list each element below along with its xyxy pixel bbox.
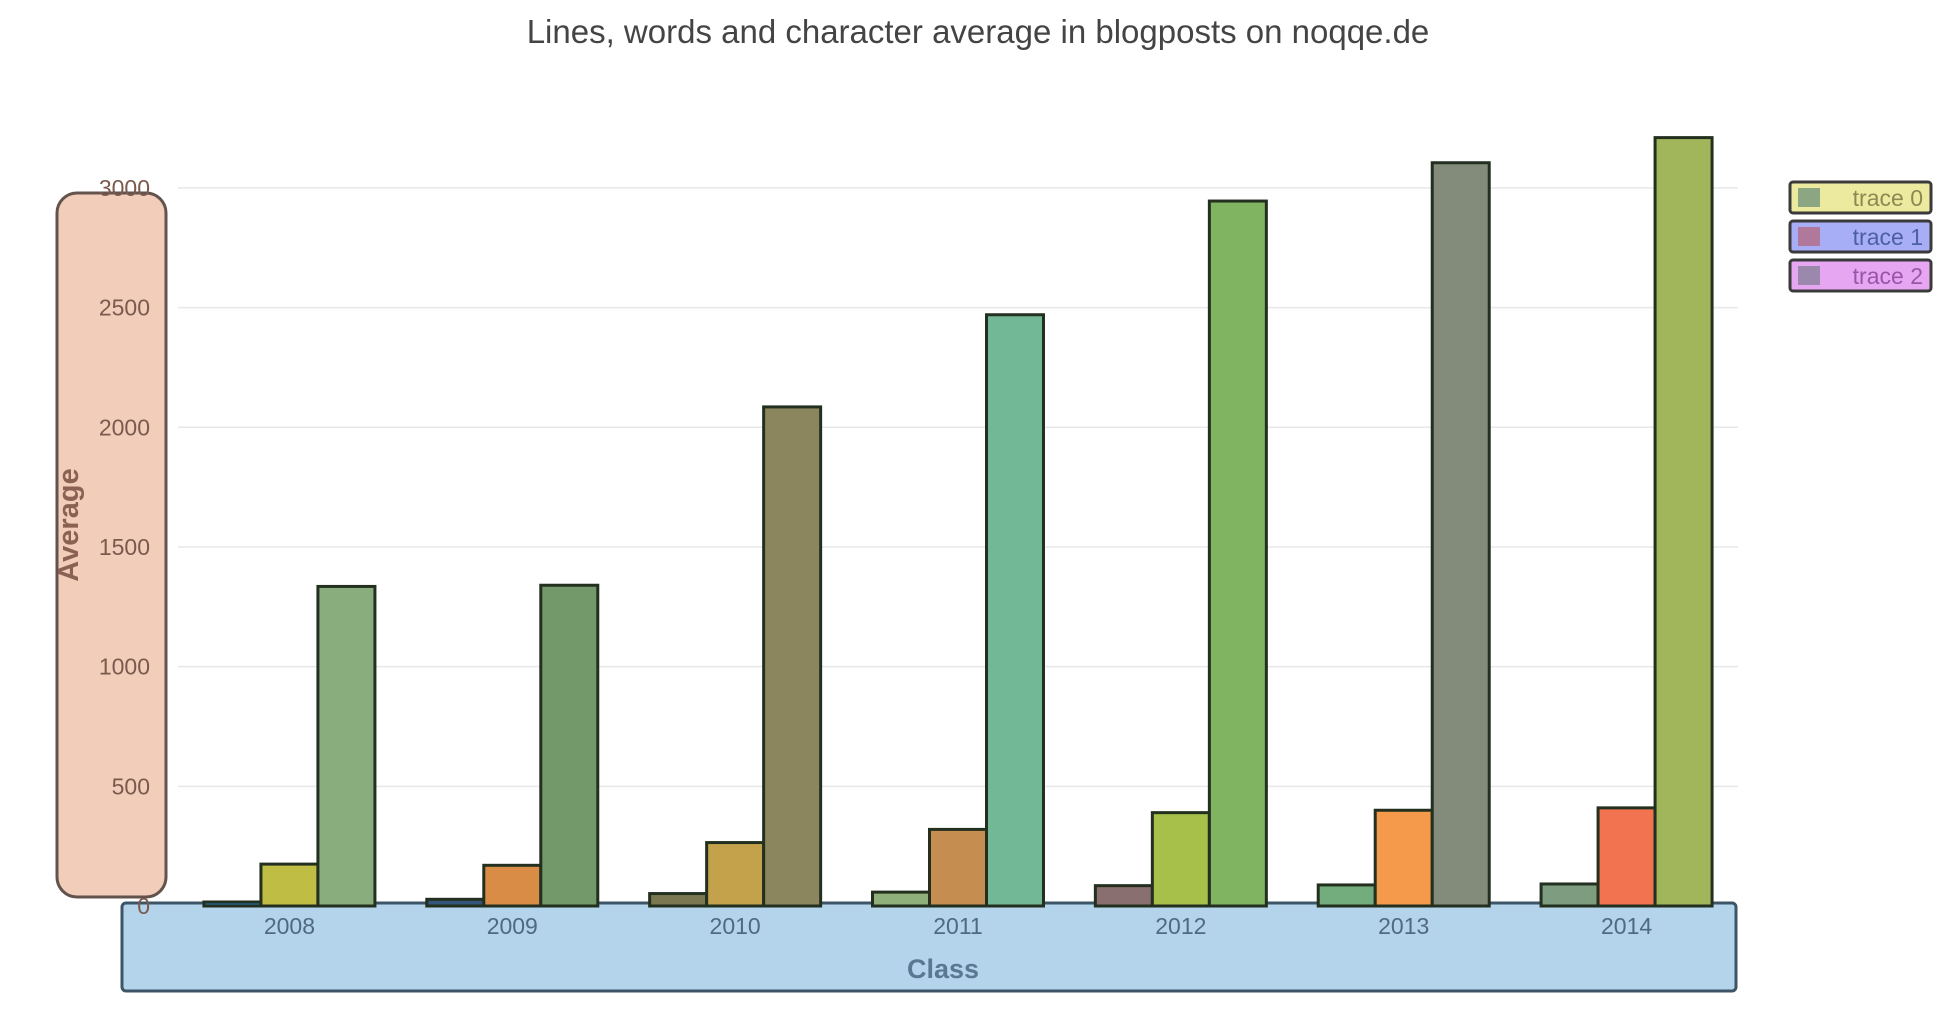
bar-trace-1-2013 bbox=[1373, 808, 1434, 908]
chart-title: Lines, words and character average in bl… bbox=[527, 13, 1430, 50]
bar-trace-1-2012 bbox=[1150, 811, 1211, 908]
bar-trace-1-2011 bbox=[928, 827, 988, 908]
x-tick-label: 2013 bbox=[1378, 913, 1429, 939]
legend-item-trace-2[interactable]: trace 2 bbox=[1788, 258, 1933, 293]
legend-swatch bbox=[1798, 227, 1820, 246]
legend-swatch bbox=[1798, 188, 1820, 207]
bar-trace-2-2008 bbox=[316, 584, 377, 908]
bar-trace-0-2013 bbox=[1316, 883, 1377, 908]
legend-swatch bbox=[1798, 266, 1820, 285]
axis-highlight-regions bbox=[55, 191, 1738, 993]
y-tick-label: 0 bbox=[137, 893, 150, 919]
legend-box bbox=[1788, 219, 1933, 254]
y-tick-label: 500 bbox=[112, 773, 150, 799]
bar-trace-1-2014 bbox=[1596, 806, 1657, 908]
x-tick-label: 2010 bbox=[710, 913, 761, 939]
y-tick-label: 1500 bbox=[99, 534, 150, 560]
bar-trace-2-2010 bbox=[762, 405, 823, 908]
y-axis-region bbox=[55, 191, 168, 899]
bar-trace-2-2012 bbox=[1207, 199, 1268, 908]
legend-item-trace-1[interactable]: trace 1 bbox=[1788, 219, 1933, 254]
bar-trace-0-2009 bbox=[425, 897, 486, 908]
bar-trace-0-2012 bbox=[1093, 884, 1154, 908]
y-axis-title: Average bbox=[53, 468, 85, 581]
bar-trace-1-2008 bbox=[259, 862, 320, 908]
y-tick-label: 1000 bbox=[99, 654, 150, 680]
legend-label: trace 0 bbox=[1853, 185, 1923, 211]
legend-label: trace 2 bbox=[1853, 263, 1923, 289]
y-tick-label: 3000 bbox=[99, 175, 150, 201]
y-tick-label: 2500 bbox=[99, 295, 150, 321]
x-axis-title: Class bbox=[907, 954, 979, 984]
bar-trace-0-2008 bbox=[202, 900, 263, 908]
legend-label: trace 1 bbox=[1853, 224, 1923, 250]
x-tick-label: 2014 bbox=[1601, 913, 1652, 939]
y-tick-label: 2000 bbox=[99, 414, 150, 440]
legend-box bbox=[1788, 258, 1933, 293]
bar-trace-2-2014 bbox=[1653, 136, 1714, 908]
x-tick-label: 2008 bbox=[264, 913, 315, 939]
bars-layer bbox=[202, 136, 1714, 908]
grid-lines bbox=[178, 187, 1738, 788]
bar-trace-2-2013 bbox=[1430, 161, 1491, 908]
bar-trace-1-2009 bbox=[482, 863, 543, 908]
bar-trace-0-2010 bbox=[648, 892, 709, 908]
bar-trace-2-2011 bbox=[985, 313, 1045, 908]
legend-box bbox=[1788, 180, 1933, 215]
bar-trace-2-2009 bbox=[539, 583, 600, 908]
bar-trace-0-2014 bbox=[1539, 882, 1600, 908]
x-tick-label: 2011 bbox=[933, 913, 982, 939]
x-tick-label: 2012 bbox=[1155, 913, 1206, 939]
legend-item-trace-0[interactable]: trace 0 bbox=[1788, 180, 1933, 215]
bar-trace-0-2011 bbox=[871, 890, 931, 908]
bar-trace-1-2010 bbox=[705, 841, 766, 908]
x-tick-label: 2009 bbox=[487, 913, 538, 939]
tick-labels: 0 500 1000 1500 2000 2500 3000 2008 2009 2010 2011… bbox=[99, 175, 1653, 939]
legend: trace 0 trace 1 trace 2 bbox=[1788, 180, 1933, 293]
